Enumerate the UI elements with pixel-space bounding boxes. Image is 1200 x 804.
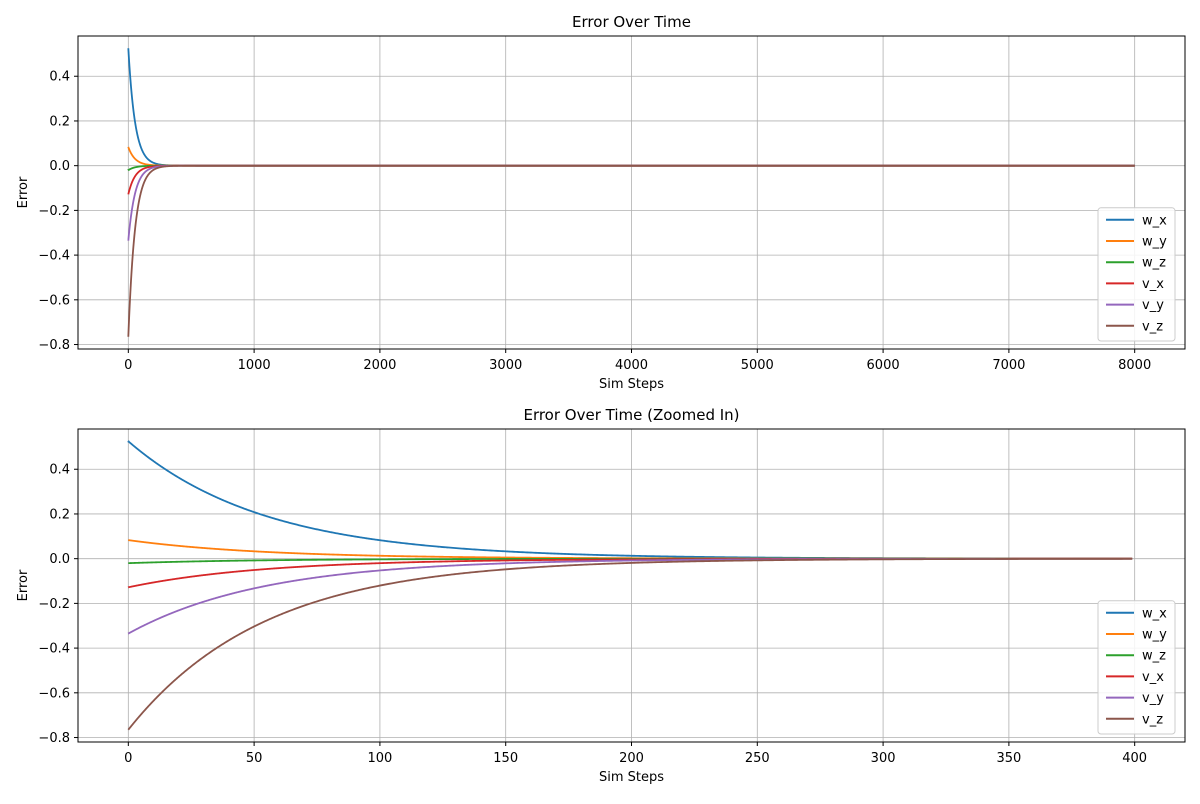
x-tick-label: 5000 [741, 358, 774, 373]
series-lines [127, 440, 1133, 731]
x-tick-label: 0 [124, 358, 132, 373]
x-tick-label: 0 [124, 751, 132, 766]
y-tick-label: 0.4 [49, 70, 70, 85]
y-tick-label: 0.4 [49, 463, 70, 478]
y-tick-label: −0.6 [38, 293, 70, 308]
y-tick-label: −0.2 [38, 597, 70, 612]
chart-title: Error Over Time [572, 13, 691, 31]
legend: w_x w_y w_z v_x v_y v_z [1097, 600, 1176, 735]
legend-label-w-z: w_z [1142, 256, 1166, 271]
x-tick-label: 6000 [867, 358, 900, 373]
x-tick-label: 250 [745, 751, 770, 766]
legend-label-w-x: w_x [1142, 606, 1167, 621]
legend-label-v-y: v_y [1142, 691, 1164, 706]
x-tick-label: 100 [367, 751, 392, 766]
x-axis-label: Sim Steps [599, 770, 664, 785]
chart-title: Error Over Time (Zoomed In) [523, 406, 739, 424]
x-tick-label: 150 [493, 751, 518, 766]
series-line-v-z [127, 164, 1135, 337]
y-tick-label: 0.2 [49, 114, 70, 129]
y-tick-label: −0.8 [38, 731, 70, 746]
y-tick-label: 0.0 [49, 552, 70, 567]
x-tick-label: 350 [996, 751, 1021, 766]
y-tick-label: −0.6 [38, 686, 70, 701]
y-axis-label: Error [16, 176, 31, 208]
series-line-v-y [127, 557, 1133, 635]
series-line-w-x [127, 440, 1133, 560]
series-lines [127, 48, 1135, 337]
y-tick-label: 0.2 [49, 507, 70, 522]
legend-label-w-z: w_z [1142, 649, 1166, 664]
legend-label-w-y: w_y [1142, 235, 1167, 250]
subplot-0: 0 1000 2000 3000 4000 5000 6000 7000 8000 −0.8 −0.… [16, 13, 1186, 392]
legend-label-w-y: w_y [1142, 628, 1167, 643]
legend-label-v-z: v_z [1142, 319, 1163, 334]
subplot-1: 0 50 100 150 200 250 300 350 400 −0.8 −0.6 −0.4 −0.2… [16, 406, 1186, 785]
x-tick-label: 7000 [992, 358, 1025, 373]
legend: w_x w_y w_z v_x v_y v_z [1097, 207, 1176, 342]
y-tick-label: 0.0 [49, 159, 70, 174]
legend-label-w-x: w_x [1142, 213, 1167, 228]
y-tick-label: −0.4 [38, 249, 70, 264]
x-tick-label: 2000 [363, 358, 396, 373]
x-tick-label: 200 [619, 751, 644, 766]
x-tick-label: 8000 [1118, 358, 1151, 373]
legend-label-v-z: v_z [1142, 712, 1163, 727]
x-tick-label: 1000 [238, 358, 271, 373]
legend-label-v-y: v_y [1142, 298, 1164, 313]
legend-label-v-x: v_x [1142, 277, 1164, 292]
legend-label-v-x: v_x [1142, 670, 1164, 685]
x-tick-label: 400 [1122, 751, 1147, 766]
x-tick-label: 3000 [489, 358, 522, 373]
y-tick-label: −0.4 [38, 642, 70, 657]
x-tick-label: 50 [246, 751, 263, 766]
y-tick-label: −0.8 [38, 338, 70, 353]
series-line-v-z [127, 557, 1133, 731]
x-tick-label: 4000 [615, 358, 648, 373]
y-tick-label: −0.2 [38, 204, 70, 219]
y-axis-label: Error [16, 569, 31, 601]
x-tick-label: 300 [871, 751, 896, 766]
x-axis-label: Sim Steps [599, 377, 664, 392]
